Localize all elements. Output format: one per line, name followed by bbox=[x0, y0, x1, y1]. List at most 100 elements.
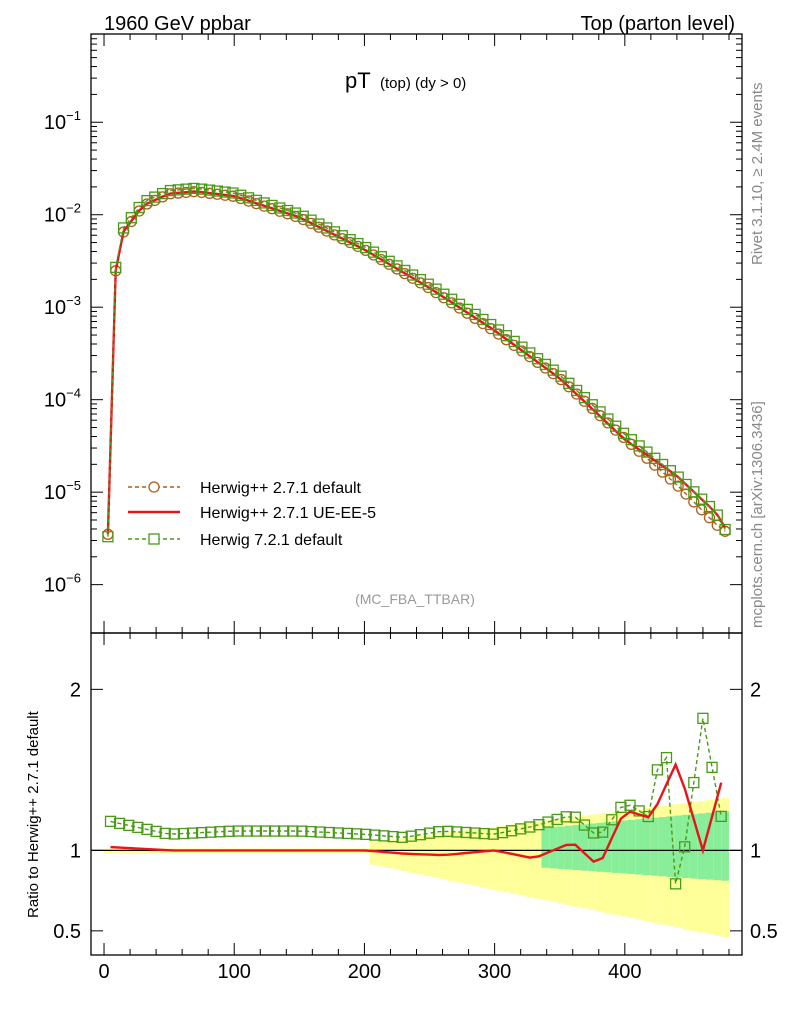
ratio-point-herwig7 bbox=[432, 826, 445, 838]
main-series-point bbox=[695, 493, 708, 505]
ratio-point-herwig7 bbox=[387, 830, 399, 843]
ratio-point-herwig7 bbox=[669, 878, 682, 890]
main-series-point bbox=[656, 458, 669, 471]
main-series-point bbox=[516, 341, 528, 353]
main-series-point bbox=[586, 399, 598, 411]
main-series-point bbox=[703, 512, 716, 524]
ratio-band-green bbox=[416, 839, 425, 859]
ratio-band-green bbox=[502, 831, 511, 866]
ratio-point-herwig7 bbox=[186, 827, 199, 839]
main-title: pT bbox=[345, 68, 371, 93]
ratio-point-herwig7 bbox=[159, 827, 171, 840]
ratio-bands bbox=[104, 798, 729, 938]
main-series-point bbox=[172, 184, 184, 196]
main-series-point bbox=[149, 191, 161, 203]
ratio-band-green bbox=[666, 816, 675, 877]
legend-label-herwig7-default: Herwig 7.2.1 default bbox=[200, 532, 343, 549]
main-series-point bbox=[117, 222, 130, 234]
ratio-point-herwig7 bbox=[679, 841, 691, 853]
ratio-band-green bbox=[525, 829, 534, 867]
main-y-tick-label: 10−6 bbox=[44, 571, 81, 597]
ratio-point-herwig7 bbox=[578, 819, 591, 831]
main-series-point bbox=[352, 237, 364, 250]
ratio-band-green bbox=[564, 825, 573, 870]
main-series-point bbox=[336, 230, 348, 242]
main-y-tick-label: 10−5 bbox=[44, 478, 81, 504]
main-series-point bbox=[250, 194, 263, 207]
ratio-point-herwig7 bbox=[423, 827, 436, 839]
ratio-point-herwig7 bbox=[141, 823, 153, 836]
main-series-point bbox=[695, 504, 708, 516]
ratio-y-axis-label: Ratio to Herwig++ 2.7.1 default bbox=[25, 710, 42, 918]
ratio-point-herwig7 bbox=[460, 826, 472, 839]
ratio-band-green bbox=[682, 814, 690, 878]
ratio-band-green bbox=[408, 840, 417, 859]
main-series-point bbox=[672, 471, 684, 483]
process-label: Top (parton level) bbox=[580, 13, 735, 35]
ratio-point-herwig7 bbox=[487, 828, 499, 840]
ratio-point-herwig7 bbox=[606, 814, 618, 826]
rivet-label: Rivet 3.1.10, ≥ 2.4M events bbox=[749, 83, 766, 266]
ratio-band-green bbox=[713, 811, 722, 881]
ratio-point-herwig7 bbox=[396, 831, 408, 844]
main-title-sub: (top) (dy > 0) bbox=[380, 75, 466, 92]
ratio-point-herwig7 bbox=[123, 819, 135, 832]
ratio-point-herwig7 bbox=[542, 816, 554, 828]
ratio-band-green bbox=[635, 819, 644, 875]
main-y-tick-label: 10−2 bbox=[44, 201, 81, 227]
main-series-point bbox=[156, 187, 169, 200]
main-series-point bbox=[219, 186, 231, 198]
data-series bbox=[102, 182, 731, 890]
ratio-band-green bbox=[518, 830, 526, 867]
main-series-point bbox=[625, 434, 637, 446]
main-series-point bbox=[328, 226, 341, 238]
ratio-band-green bbox=[471, 834, 479, 863]
ratio-band-green bbox=[494, 832, 503, 865]
main-series-point bbox=[563, 377, 575, 389]
ratio-point-herwig7 bbox=[278, 825, 290, 837]
main-series-point bbox=[258, 197, 270, 209]
main-series-point bbox=[719, 523, 731, 536]
main-series-point bbox=[711, 509, 723, 521]
ratio-point-herwig7 bbox=[533, 819, 545, 831]
ratio-band-green bbox=[447, 836, 456, 862]
main-series-point bbox=[242, 192, 255, 204]
ratio-band-green bbox=[619, 820, 628, 874]
ratio-point-herwig7 bbox=[196, 826, 208, 839]
main-series-point bbox=[633, 440, 645, 452]
ratio-point-herwig7 bbox=[205, 826, 217, 838]
ratio-point-herwig7 bbox=[296, 825, 308, 837]
main-series-point bbox=[649, 452, 661, 464]
main-panel-frame bbox=[90, 33, 743, 634]
main-series-point bbox=[594, 406, 606, 418]
ratio-band-green bbox=[486, 832, 495, 864]
main-series-point bbox=[531, 353, 544, 365]
energy-label: 1960 GeV ppbar bbox=[104, 13, 251, 35]
mcplots-label: mcplots.cern.ch [arXiv:1306.3436] bbox=[749, 401, 766, 628]
ratio-point-herwig7 bbox=[569, 811, 581, 823]
ratio-band-green bbox=[424, 838, 433, 860]
ratio-point-herwig7 bbox=[150, 825, 162, 838]
ratio-point-herwig7 bbox=[414, 829, 427, 841]
ratio-y-tick-label-right: 1 bbox=[750, 840, 761, 862]
ratio-point-herwig7 bbox=[113, 817, 126, 830]
ratio-band-green bbox=[510, 830, 519, 866]
ratio-band-green bbox=[627, 819, 636, 875]
main-series-point bbox=[110, 261, 122, 274]
main-series-point bbox=[305, 214, 317, 226]
main-series-point bbox=[133, 201, 145, 214]
main-series-point bbox=[617, 427, 630, 439]
main-series-point bbox=[227, 187, 239, 199]
main-series-point bbox=[570, 384, 583, 397]
main-y-tick-label: 10−3 bbox=[44, 293, 81, 319]
ratio-series-line-ueee5 bbox=[110, 761, 723, 863]
main-series-point bbox=[555, 370, 567, 382]
main-series-point bbox=[547, 364, 559, 376]
ratio-band-green bbox=[400, 840, 409, 858]
ratio-band-green bbox=[393, 841, 401, 858]
ratio-band-green bbox=[689, 814, 698, 879]
ratio-band-green bbox=[721, 811, 729, 881]
main-series-point bbox=[188, 182, 200, 195]
ratio-point-herwig7 bbox=[259, 825, 272, 837]
main-y-tick-label: 10−1 bbox=[44, 108, 81, 134]
